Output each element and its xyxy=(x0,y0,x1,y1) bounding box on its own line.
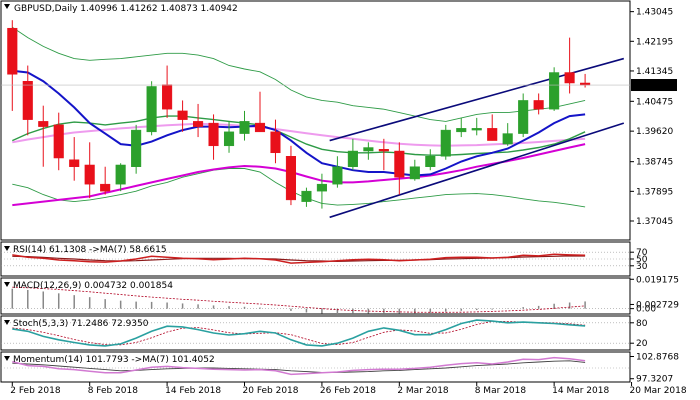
candle-body-3 xyxy=(54,125,64,158)
x-axis: 2 Feb 2018 8 Feb 2018 14 Feb 2018 20 Feb 20… xyxy=(10,382,687,396)
candle-body-35 xyxy=(549,73,559,110)
candle-body-16 xyxy=(255,123,265,132)
price-tick-label-1: 1.42195 xyxy=(636,37,673,47)
rsi-tick-label-2: 30 xyxy=(636,262,648,272)
price-tick-label-4: 1.39620 xyxy=(636,127,673,137)
bollinger-middle-line xyxy=(12,116,585,155)
macd-label: MACD(12,26,9) 0.004732 0.001854 xyxy=(13,281,173,291)
stoch-tick-label-1: 20 xyxy=(636,339,648,349)
x-tick-label-0: 2 Feb 2018 xyxy=(10,386,61,396)
x-tick-label-6: 8 Mar 2018 xyxy=(475,386,527,396)
rsi-panel: 705030RSI(14) 61.1308 ->MA(7) 58.6615 xyxy=(1,242,648,276)
candle-body-28 xyxy=(441,130,451,156)
price-tick-label-0: 1.43045 xyxy=(636,8,673,18)
candle-body-36 xyxy=(565,73,575,83)
momentum-arrow-icon xyxy=(4,356,10,361)
candle-body-19 xyxy=(302,191,312,201)
candle-body-11 xyxy=(178,111,188,120)
candle-body-4 xyxy=(69,160,79,167)
stoch-tick-label-0: 80 xyxy=(636,319,648,329)
candle-body-18 xyxy=(286,156,296,200)
candle-body-21 xyxy=(333,167,343,184)
x-tick-label-5: 2 Mar 2018 xyxy=(397,386,449,396)
rsi-ma-line xyxy=(12,256,585,262)
moving-average-pink-line xyxy=(12,124,585,146)
price-tick-label-6: 1.37895 xyxy=(636,187,673,197)
price-tick-label-2: 1.41345 xyxy=(636,67,673,77)
rsi-line xyxy=(12,254,585,263)
candle-body-34 xyxy=(534,100,544,109)
candle-body-17 xyxy=(271,132,281,153)
candle-body-1 xyxy=(23,81,33,119)
price-tick-label-7: 1.37045 xyxy=(636,217,673,227)
x-tick-label-1: 8 Feb 2018 xyxy=(88,386,139,396)
candle-body-6 xyxy=(100,184,110,191)
candle-body-33 xyxy=(518,100,528,133)
candle-body-12 xyxy=(193,121,203,126)
momentum-tick-label-1: 97.3207 xyxy=(636,375,673,385)
x-tick-label-8: 20 Mar 2018 xyxy=(630,386,687,396)
price-panel-frame xyxy=(1,1,630,240)
candle-body-22 xyxy=(348,151,358,167)
x-tick-label-2: 14 Feb 2018 xyxy=(165,386,221,396)
candle-body-27 xyxy=(425,156,435,166)
candle-body-26 xyxy=(410,167,420,179)
candle-body-13 xyxy=(209,123,219,146)
price-header-label: GBPUSD,Daily 1.40996 1.41262 1.40873 1.4… xyxy=(14,4,238,14)
candle-body-20 xyxy=(317,184,327,191)
x-tick-label-7: 14 Mar 2018 xyxy=(552,386,609,396)
header-arrow-icon xyxy=(4,4,10,9)
candle-body-15 xyxy=(240,121,250,133)
macd-tick-label-0: 0.019175 xyxy=(636,275,679,285)
candle-body-9 xyxy=(147,86,157,131)
candle-body-5 xyxy=(85,165,95,184)
candle-body-31 xyxy=(487,128,497,140)
macd-panel: 0.0191750.0027290.00MACD(12,26,9) 0.0047… xyxy=(1,275,679,314)
candle-body-32 xyxy=(503,134,513,144)
candle-body-30 xyxy=(472,128,482,130)
x-tick-label-3: 20 Feb 2018 xyxy=(243,386,299,396)
momentum-panel: 102.8768 97.3207 Momentum(14) 101.7793 ->M… xyxy=(1,352,679,385)
candle-body-14 xyxy=(224,132,234,146)
moving-average-fast-line xyxy=(12,71,585,176)
rsi-label: RSI(14) 61.1308 ->MA(7) 58.6615 xyxy=(13,245,167,255)
price-panel: 1.43045 1.42195 1.41345 1.40475 1.39620 1.387… xyxy=(1,1,677,240)
channel-lower-line xyxy=(330,123,624,217)
price-tick-label-3: 1.40475 xyxy=(636,97,673,107)
macd-tick-label-2: 0.00 xyxy=(636,305,656,315)
last-price-label: 1.40942 xyxy=(634,81,671,91)
candle-body-24 xyxy=(379,149,389,151)
candle-body-2 xyxy=(38,121,48,126)
momentum-label: Momentum(14) 101.7793 ->MA(7) 101.4052 xyxy=(13,355,215,365)
moving-average-slow-line xyxy=(12,144,585,205)
price-tick-label-5: 1.38745 xyxy=(636,158,673,168)
momentum-tick-label-0: 102.8768 xyxy=(636,352,679,362)
candle-body-25 xyxy=(395,151,405,177)
candle-body-10 xyxy=(162,85,172,109)
candle-body-0 xyxy=(7,28,17,74)
candle-body-23 xyxy=(364,148,374,151)
stoch-panel: 80 20 Stoch(5,3,3) 71.2486 72.9350 xyxy=(1,316,648,350)
bollinger-upper-line xyxy=(12,27,585,121)
candle-body-8 xyxy=(131,130,141,167)
rsi-arrow-icon xyxy=(4,246,10,251)
candle-body-7 xyxy=(116,165,126,184)
x-tick-label-4: 26 Feb 2018 xyxy=(320,386,376,396)
macd-arrow-icon xyxy=(4,282,10,287)
candle-body-29 xyxy=(456,128,466,131)
stoch-label: Stoch(5,3,3) 71.2486 72.9350 xyxy=(13,319,149,329)
